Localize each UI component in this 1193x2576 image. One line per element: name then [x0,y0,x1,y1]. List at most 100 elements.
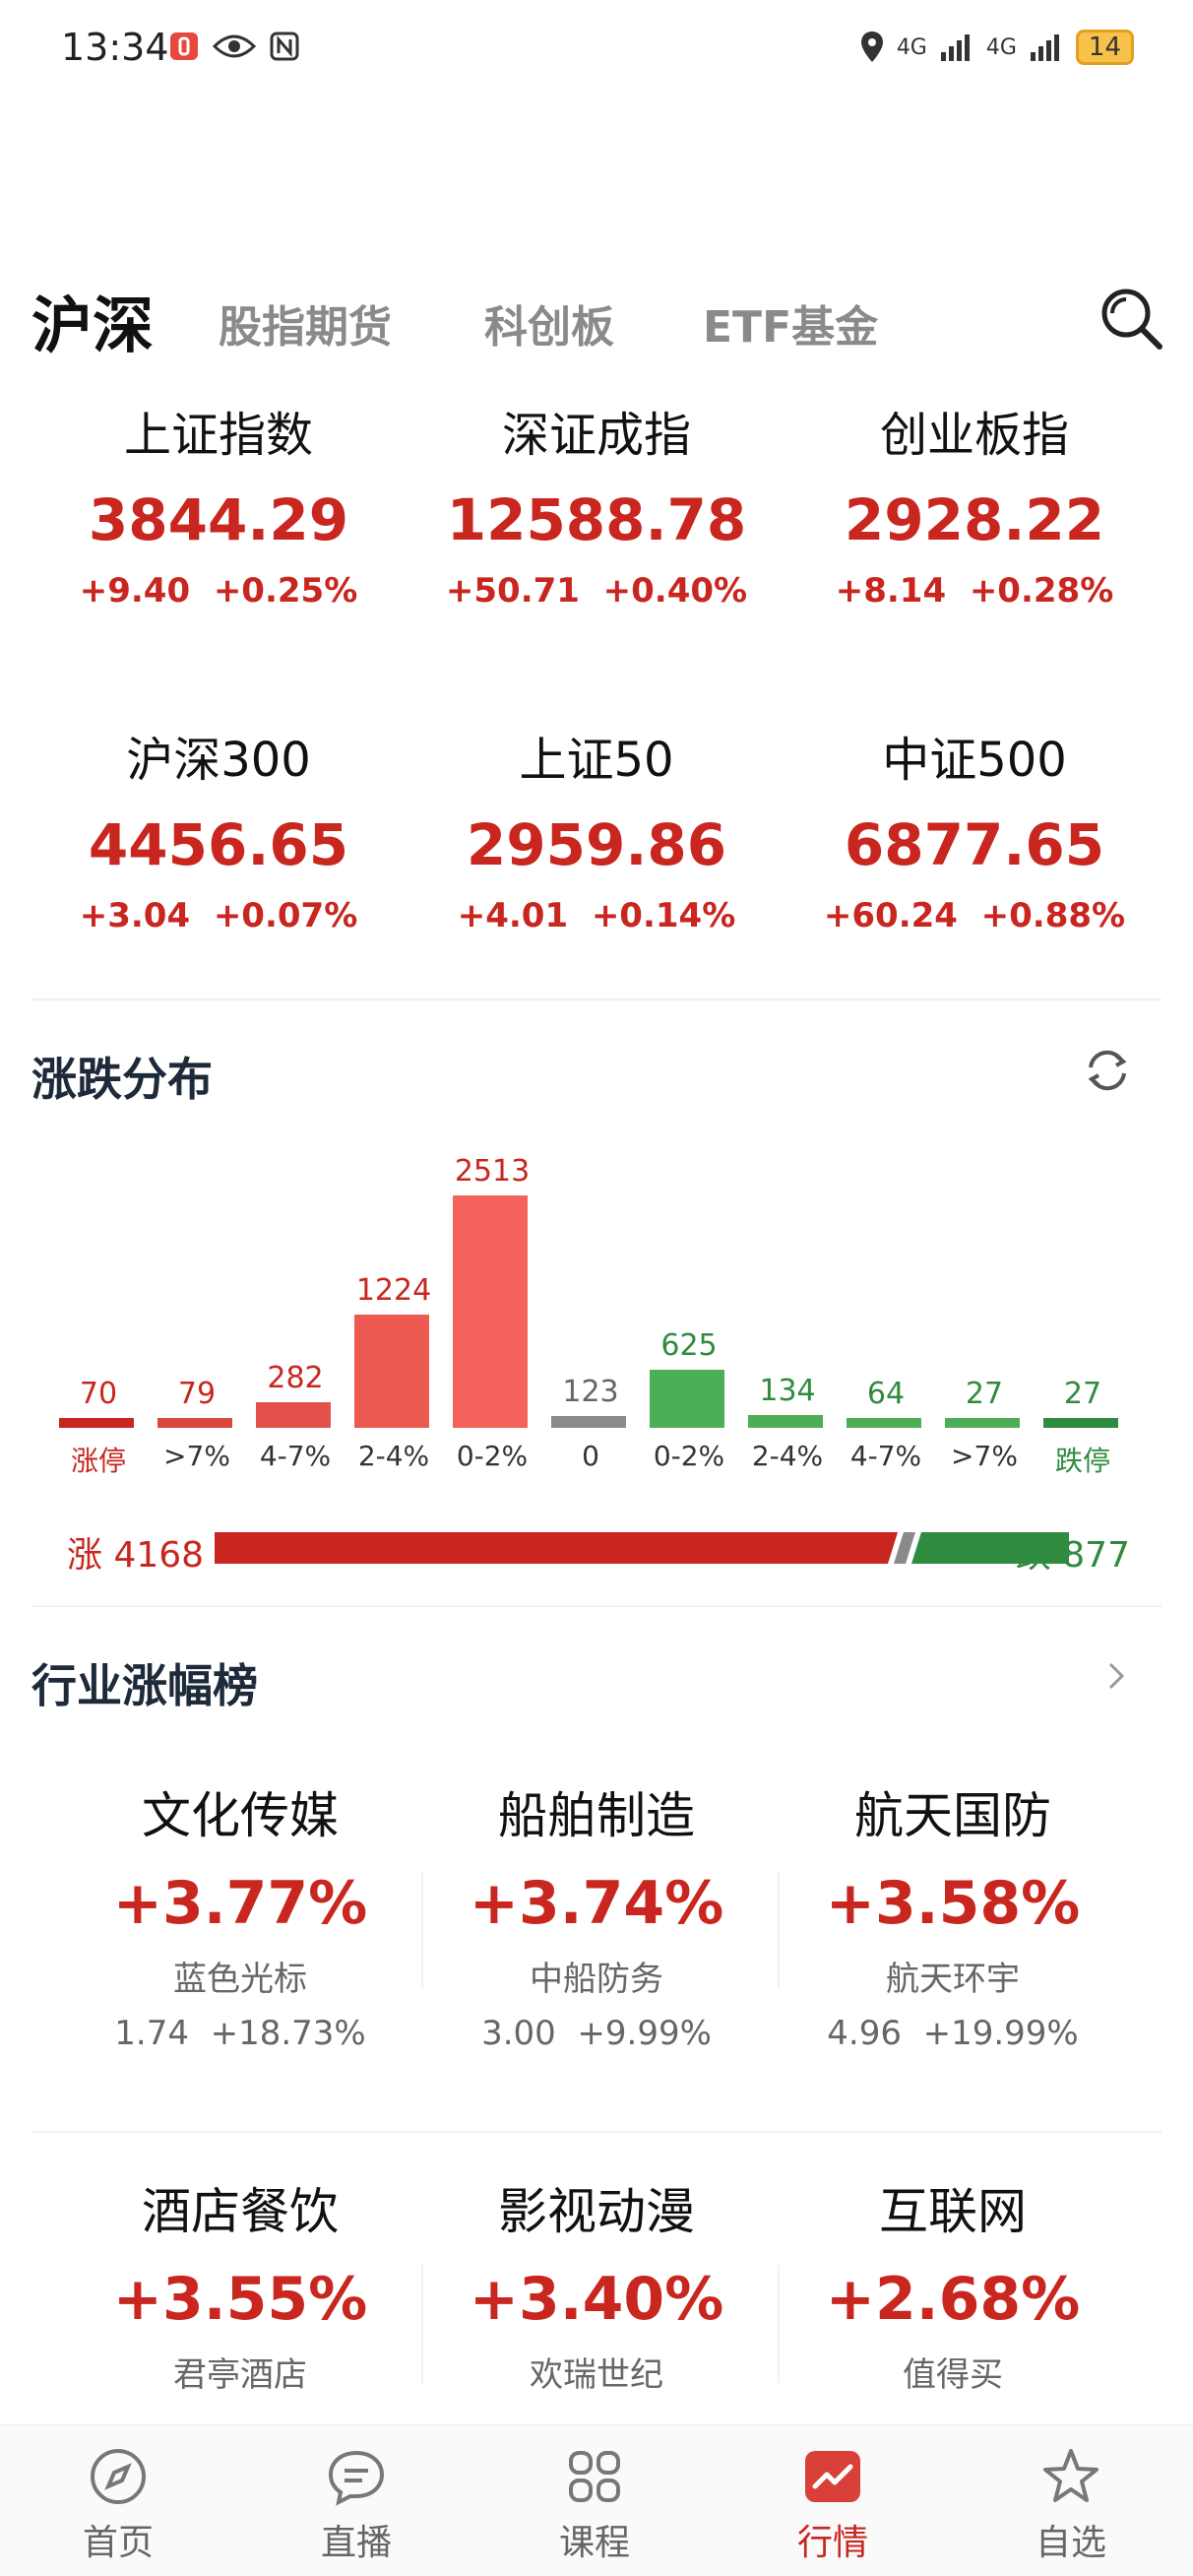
divider [31,2131,1162,2133]
leading-stock-pct: +19.99% [922,2014,1079,2053]
index-change-pct: +0.28% [969,571,1114,611]
index-change: +60.24 +0.88% [787,896,1162,935]
bar-column: 64 4-7% [847,1132,925,1487]
index-card[interactable]: 上证50 2959.86 +4.01 +0.14% [409,721,784,935]
divider [421,1871,423,1989]
bar-column: 134 2-4% [748,1132,827,1487]
industry-name: 影视动漫 [498,2183,695,2240]
bar [650,1370,724,1428]
bar-column: 2513 0-2% [453,1132,532,1487]
bar-column: 70 涨停 [59,1132,138,1487]
chevron-right-icon[interactable] [1099,1658,1134,1694]
bar-category-label: >7% [163,1440,230,1472]
industry-card[interactable]: 互联网 +2.68% 值得买 [776,2172,1130,2396]
index-change-pct: +0.88% [980,896,1126,935]
index-name: 上证50 [519,733,674,788]
index-card[interactable]: 中证500 6877.65 +60.24 +0.88% [787,721,1162,935]
status-notification-icons [169,32,299,61]
app-notification-icon [170,32,198,60]
industry-card[interactable]: 文化传媒 +3.77% 蓝色光标 1.74 +18.73% [63,1776,417,2053]
tab-etf[interactable]: ETF基金 [703,302,879,353]
tab-hushen[interactable]: 沪深 [31,290,155,361]
nav-label: 首页 [82,2523,154,2563]
index-card[interactable]: 上证指数 3844.29 +9.40 +0.25% [31,396,406,611]
index-value: 3844.29 [88,486,349,553]
chat-icon [328,2450,385,2506]
index-name: 中证500 [882,733,1067,788]
index-change-value: +9.40 [79,571,191,611]
bar-value-label: 79 [177,1377,217,1411]
industry-name: 船舶制造 [498,1787,695,1844]
up-down-ratio-bar [215,1532,1069,1564]
industry-pct: +3.40% [469,2265,724,2334]
industry-title: 行业涨幅榜 [31,1659,258,1712]
index-value: 2928.22 [844,486,1105,553]
industry-name: 航天国防 [854,1787,1051,1844]
industry-card[interactable]: 航天国防 +3.58% 航天环宇 4.96 +19.99% [776,1776,1130,2053]
industry-card[interactable]: 酒店餐饮 +3.55% 君亭酒店 [63,2172,417,2396]
index-name: 深证成指 [501,408,691,463]
status-bar: 13:34 4G 4G 14 [0,0,1193,98]
index-change-pct: +0.07% [213,896,358,935]
leading-stock-pct: +9.99% [577,2014,712,2053]
index-change-value: +4.01 [457,896,569,935]
index-change: +50.71 +0.40% [409,571,784,611]
signal-label-1: 4G [896,34,927,60]
bar [551,1416,626,1428]
status-right: 4G 4G 14 [859,30,1134,65]
index-card[interactable]: 创业板指 2928.22 +8.14 +0.28% [787,396,1162,611]
tab-index-futures[interactable]: 股指期货 [219,302,392,353]
index-value: 6877.65 [844,811,1105,878]
index-change-value: +60.24 [823,896,958,935]
bar-value-label: 123 [562,1375,619,1409]
bar-value-label: 27 [965,1377,1004,1411]
battery-icon: 14 [1075,30,1134,65]
leading-stock-price: 4.96 [827,2014,902,2053]
bar [1043,1418,1118,1428]
bar [945,1418,1020,1428]
nav-courses[interactable]: 课程 [506,2445,683,2565]
index-name: 创业板指 [879,408,1069,463]
tab-star-market[interactable]: 科创板 [484,302,614,353]
leading-stock: 值得买 [903,2355,1003,2395]
nav-label: 自选 [1035,2523,1106,2563]
index-change: +3.04 +0.07% [31,896,406,935]
signal-label-2: 4G [985,34,1017,60]
index-card[interactable]: 沪深300 4456.65 +3.04 +0.07% [31,721,406,935]
index-name: 沪深300 [126,733,311,788]
bar-value-label: 134 [759,1374,816,1408]
divider [778,2265,780,2383]
bar-category-label: 0-2% [456,1440,529,1472]
bar-category-label: 涨停 [70,1445,126,1477]
refresh-icon[interactable] [1081,1044,1134,1097]
trend-icon [805,2451,860,2502]
nav-label: 课程 [558,2523,630,2563]
nav-market[interactable]: 行情 [744,2445,921,2565]
nav-home[interactable]: 首页 [30,2445,207,2565]
index-change-pct: +0.25% [213,571,358,611]
bar-value-label: 27 [1063,1377,1102,1411]
industry-name: 酒店餐饮 [142,2183,339,2240]
index-card[interactable]: 深证成指 12588.78 +50.71 +0.40% [409,396,784,611]
index-change-value: +8.14 [835,571,947,611]
search-icon[interactable] [1099,286,1163,351]
industry-pct: +3.74% [469,1869,724,1938]
divider [778,1871,780,1989]
industry-card[interactable]: 影视动漫 +3.40% 欢瑞世纪 [419,2172,774,2396]
leading-stock: 中船防务 [530,1960,663,1999]
market-tabs: 沪深 股指期货 科创板 ETF基金 [31,266,1163,361]
bar-column: 27 >7% [945,1132,1024,1487]
bar-value-label: 64 [866,1377,906,1411]
index-change: +8.14 +0.28% [787,571,1162,611]
nav-live[interactable]: 直播 [268,2445,445,2565]
bottom-nav: 首页 直播 课程 行情 自选 [0,2424,1193,2576]
bar-category-label: 0-2% [653,1440,725,1472]
signal-icon [940,34,970,61]
bar-category-label: 4-7% [849,1440,922,1472]
bar-value-label: 1224 [355,1273,432,1308]
leading-stock-price: 1.74 [114,2014,189,2053]
index-change-pct: +0.40% [602,571,748,611]
industry-card[interactable]: 船舶制造 +3.74% 中船防务 3.00 +9.99% [419,1776,774,2053]
leading-stock: 蓝色光标 [173,1960,307,1999]
nav-watchlist[interactable]: 自选 [982,2445,1160,2565]
